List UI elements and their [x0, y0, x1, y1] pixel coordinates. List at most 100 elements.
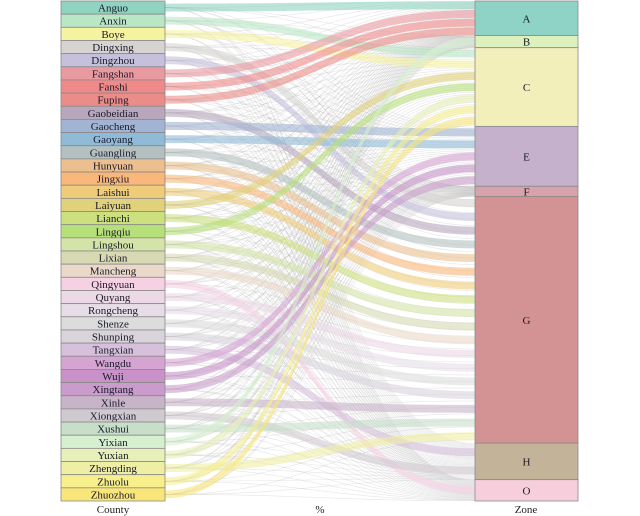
flow-line	[164, 81, 476, 219]
county-label: Jingxiu	[97, 174, 130, 186]
county-label: Laiyuan	[95, 200, 132, 212]
flow-line	[164, 454, 476, 477]
zone-node-A	[474, 0, 579, 36]
county-label: Fanshi	[98, 82, 127, 94]
main-flows	[165, 1, 475, 499]
county-label: Boye	[101, 29, 124, 41]
zone-nodes: AB C E F G H O	[474, 0, 579, 502]
county-label: Shunping	[92, 332, 135, 344]
flow-line	[164, 65, 476, 114]
zone-label: G	[523, 315, 531, 327]
zone-label: C	[523, 82, 530, 94]
flow-line	[164, 43, 476, 324]
county-label: Fangshan	[92, 68, 135, 80]
flow-fangshan-to-A	[165, 10, 475, 78]
flow-line	[164, 257, 476, 463]
county-label: Yixian	[98, 437, 128, 449]
county-label: Tangxian	[93, 345, 134, 357]
zone-node-H	[474, 442, 579, 481]
axis-label-percent: %	[315, 504, 324, 516]
flow-line	[164, 147, 476, 179]
flow-gaobeidian-to-G	[165, 108, 475, 235]
zone-label: E	[523, 151, 530, 163]
county-label: Dingxing	[92, 42, 134, 54]
flow-line	[164, 108, 476, 390]
county-label: Gaoyang	[93, 134, 133, 146]
county-label: Wuji	[102, 371, 124, 383]
flow-qingyuan-to-O	[165, 279, 475, 495]
flow-jingxiu-to-G	[165, 174, 475, 276]
flow-shenze-to-G	[165, 319, 475, 386]
zone-label: B	[523, 37, 530, 49]
flow-line	[164, 24, 476, 350]
flow-guangling-to-G	[165, 148, 475, 249]
flow-laiyuan-to-C	[165, 71, 475, 209]
axis-label-county: County	[97, 504, 130, 516]
flow-xushui-to-G	[165, 418, 475, 433]
county-label: Gaobeidian	[88, 108, 139, 120]
county-label: Zhuozhou	[91, 489, 136, 501]
flow-shunping-to-G	[165, 332, 475, 400]
flow-line	[164, 38, 476, 140]
county-label: Xiongxian	[90, 410, 137, 422]
zone-node-G	[474, 196, 579, 444]
zone-node-O	[474, 479, 579, 502]
county-label: Gaocheng	[91, 121, 136, 133]
flow-wuji-to-E	[165, 164, 475, 380]
county-label: Guangling	[90, 147, 137, 159]
county-label: Mancheng	[90, 266, 137, 278]
flow-line	[164, 454, 476, 500]
flow-zhuolu-to-C	[165, 105, 475, 486]
county-node-zhuozhou	[60, 487, 166, 502]
county-label: Lixian	[99, 253, 128, 265]
county-label: Yuxian	[97, 450, 129, 462]
county-label: Lingshou	[92, 239, 134, 251]
flow-line	[164, 37, 476, 114]
flow-fanshi-to-A	[165, 18, 475, 91]
flow-rongcheng-to-G	[165, 306, 475, 372]
county-label: Anguo	[98, 3, 128, 15]
flow-line	[164, 20, 476, 481]
flow-tangxian-to-H	[165, 345, 475, 457]
axis-label-zone: Zone	[515, 504, 538, 516]
flow-yuxian-to-C	[165, 94, 475, 459]
county-label: Hunyuan	[93, 160, 134, 172]
flow-wangdu-to-E	[165, 152, 475, 367]
flow-xingtang-to-E	[165, 176, 475, 394]
flow-line	[164, 480, 476, 501]
flow-quyang-to-G	[165, 293, 475, 358]
zone-node-C	[474, 47, 579, 127]
flow-line	[164, 86, 476, 450]
flow-line	[164, 73, 476, 166]
county-label: Lianchi	[96, 213, 130, 225]
flow-line	[164, 152, 476, 219]
county-label: Anxin	[99, 16, 127, 28]
zone-label: F	[523, 186, 529, 198]
flow-line	[164, 296, 476, 466]
flow-yixian-to-B	[165, 37, 475, 446]
flow-line	[164, 439, 476, 495]
flow-anguo-to-A	[165, 1, 475, 12]
flow-line	[164, 323, 476, 467]
zone-label: H	[523, 456, 531, 468]
county-label: Xingtang	[93, 384, 134, 396]
flow-line	[164, 38, 476, 153]
flow-hunyuan-to-G	[165, 161, 475, 263]
flow-line	[164, 336, 476, 495]
county-label: Shenze	[97, 318, 129, 330]
zone-node-E	[474, 125, 579, 187]
county-label: Wangdu	[95, 358, 132, 370]
flow-line	[164, 71, 476, 153]
county-label: Dingzhou	[91, 55, 135, 67]
flow-zhengding-to-G	[165, 432, 475, 473]
county-label: Rongcheng	[88, 305, 139, 317]
flow-line	[164, 23, 476, 337]
county-label: Laishui	[97, 187, 130, 199]
county-label: Zhuolu	[97, 476, 129, 488]
flow-line	[164, 441, 476, 476]
county-label: Xinle	[101, 397, 126, 409]
county-label: Qingyuan	[91, 279, 135, 291]
flow-line	[164, 156, 476, 258]
